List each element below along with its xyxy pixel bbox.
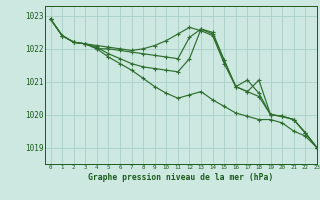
X-axis label: Graphe pression niveau de la mer (hPa): Graphe pression niveau de la mer (hPa)	[88, 173, 273, 182]
